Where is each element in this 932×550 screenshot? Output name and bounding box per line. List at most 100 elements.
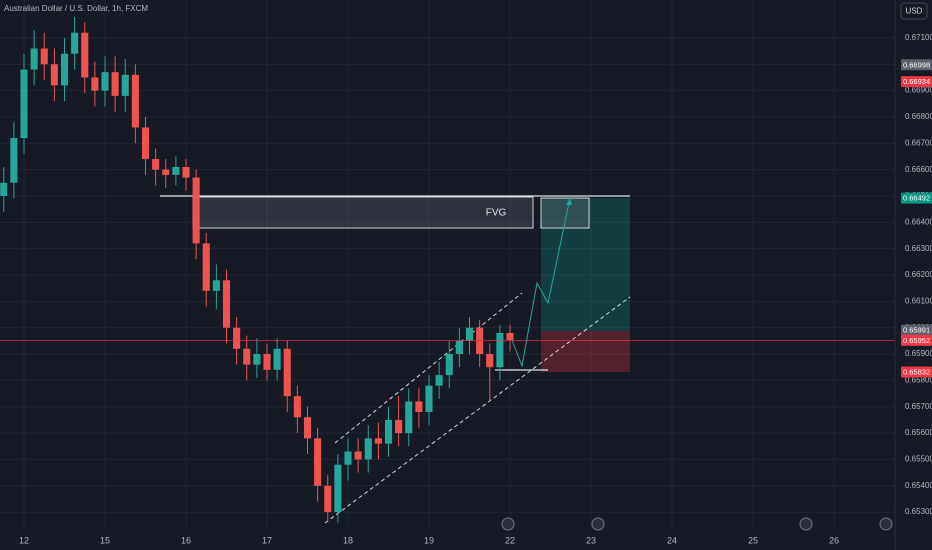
- candle-body: [445, 354, 453, 376]
- x-tick-label: 19: [424, 535, 434, 545]
- y-tick-label: 0.66100: [905, 296, 932, 305]
- candle-body: [71, 32, 79, 54]
- x-tick-label: 25: [748, 535, 758, 545]
- event-icon[interactable]: [879, 517, 893, 531]
- candle-body: [384, 419, 393, 444]
- candle-body: [81, 32, 89, 78]
- candle-body: [354, 451, 362, 460]
- candle-body: [172, 167, 180, 175]
- x-tick-label: 23: [586, 535, 596, 545]
- candle-body: [496, 332, 504, 368]
- candle-body: [455, 340, 463, 355]
- candle-body: [202, 243, 210, 291]
- price-badge: [901, 192, 932, 204]
- candle-body: [222, 280, 231, 328]
- y-tick-label: 0.65500: [905, 455, 932, 464]
- fvg-label: FVG: [486, 208, 507, 219]
- candle-body: [162, 169, 170, 175]
- y-tick-label: 0.65700: [905, 402, 932, 411]
- candle-body: [182, 167, 190, 178]
- price-badge: [901, 76, 932, 88]
- y-tick-label: 0.66400: [905, 217, 932, 226]
- chart-title: Australian Dollar / U.S. Dollar, 1h, FXC…: [4, 4, 148, 13]
- candle-body: [40, 48, 48, 65]
- candle-body: [334, 464, 342, 513]
- candle-body: [314, 438, 322, 486]
- candle-body: [324, 485, 332, 513]
- x-tick-label: 24: [667, 535, 677, 545]
- y-tick-label: 0.67100: [905, 33, 932, 42]
- x-tick-label: 17: [262, 535, 272, 545]
- candle-body: [253, 354, 261, 365]
- event-icon[interactable]: [799, 517, 813, 531]
- candle-body: [364, 438, 372, 460]
- y-tick-label: 0.65900: [905, 349, 932, 358]
- price-badge-label: 0.66492: [903, 194, 930, 203]
- candle-body: [425, 385, 433, 412]
- price-badge: [901, 324, 932, 336]
- price-badge: [901, 366, 932, 378]
- candle-body: [263, 354, 271, 370]
- candle-body: [30, 48, 38, 70]
- currency-label[interactable]: USD: [906, 7, 923, 16]
- candle-body: [405, 401, 413, 434]
- axes: 0.65300 0.65400 0.65500 0.65600 0.65700 0.658…: [19, 0, 932, 550]
- candle-body: [435, 375, 443, 386]
- candle-body: [0, 182, 8, 196]
- loss-zone: [541, 331, 630, 372]
- y-tick-label: 0.65400: [905, 481, 932, 490]
- currency-button[interactable]: [900, 2, 928, 20]
- event-icons: [501, 517, 893, 531]
- candle-body: [50, 64, 58, 86]
- candle-body: [233, 327, 241, 349]
- y-tick-label: 0.66600: [905, 165, 932, 174]
- price-badge-label: 0.66934: [903, 77, 930, 86]
- price-badge: [901, 334, 932, 346]
- price-badge-label: 0.65952: [903, 336, 930, 345]
- candle-body: [415, 401, 423, 412]
- y-tick-label: 0.66900: [905, 86, 932, 95]
- x-tick-label: 22: [505, 535, 515, 545]
- channel-lower: [324, 296, 631, 524]
- candle-body: [152, 159, 160, 170]
- candle-body: [344, 451, 352, 465]
- price-badge-label: 0.66998: [903, 60, 930, 69]
- fvg-zone: [192, 196, 534, 229]
- candle-body: [303, 417, 312, 439]
- candle-body: [212, 280, 220, 291]
- x-tick-label: 16: [181, 535, 191, 545]
- candles: [0, 16, 895, 523]
- grid: [0, 0, 895, 530]
- candle-body: [486, 354, 494, 368]
- candle-body: [293, 396, 301, 418]
- candle-body: [20, 69, 28, 139]
- candle-body: [395, 419, 403, 434]
- candle-body: [60, 53, 69, 86]
- candle-body: [283, 348, 291, 397]
- candle-body: [121, 74, 129, 96]
- projection-path: [511, 197, 571, 368]
- price-badge-label: 0.65991: [903, 326, 930, 335]
- candle-body: [273, 348, 281, 370]
- candle-body: [374, 438, 382, 444]
- x-tick-label: 18: [343, 535, 353, 545]
- candle-body: [131, 74, 139, 128]
- y-tick-label: 0.65800: [905, 375, 932, 384]
- y-tick-label: 0.65600: [905, 428, 932, 437]
- y-tick-label: 0.66200: [905, 270, 932, 279]
- y-tick-label: 0.65300: [905, 507, 932, 516]
- event-icon[interactable]: [501, 517, 515, 531]
- price-badge-label: 0.65832: [903, 367, 930, 376]
- candle-body: [111, 72, 119, 96]
- y-tick-label: 0.66300: [905, 244, 932, 253]
- y-tick-label: 0.66800: [905, 112, 932, 121]
- price-badge: [901, 59, 932, 71]
- x-tick-label: 15: [100, 535, 110, 545]
- candle-body: [91, 77, 99, 91]
- candle-body: [10, 138, 18, 183]
- x-tick-label: 26: [829, 535, 839, 545]
- candle-body: [506, 332, 514, 341]
- event-icon[interactable]: [591, 517, 605, 531]
- candle-body: [476, 327, 484, 355]
